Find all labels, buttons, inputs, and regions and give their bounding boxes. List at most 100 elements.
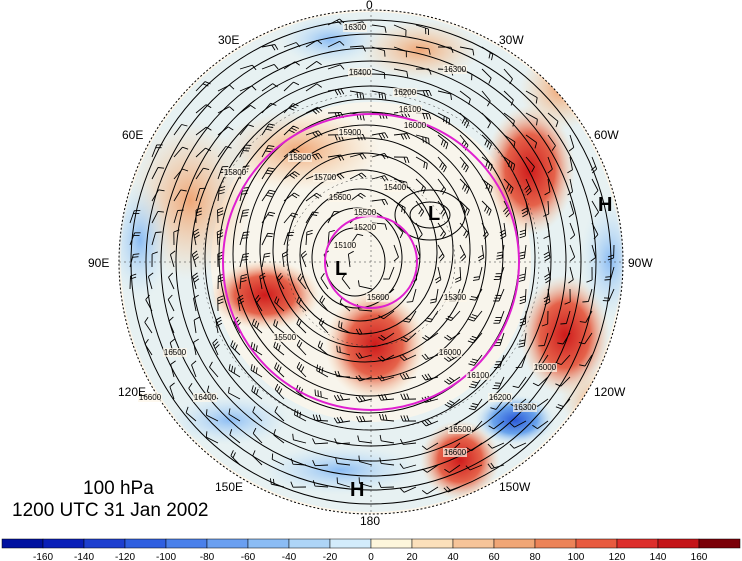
wind-barb [217, 146, 232, 158]
wind-barb [503, 68, 513, 85]
wind-barb [305, 152, 323, 161]
wind-barb [261, 123, 275, 136]
wind-barb [459, 112, 470, 129]
wind-barb [357, 280, 373, 290]
wind-barb [557, 332, 571, 345]
wind-barb [205, 409, 219, 422]
wind-barb [261, 211, 276, 224]
contour-label: 16000 [439, 348, 462, 357]
wind-barb [399, 463, 417, 469]
wind-barb [502, 200, 511, 218]
contour-label-bg [393, 88, 417, 97]
wind-barb [421, 486, 439, 495]
wind-barb [604, 266, 615, 281]
wind-barb [349, 90, 365, 100]
wind-barb [261, 83, 278, 92]
wind-barb [393, 46, 407, 58]
colorbar-box [657, 538, 700, 549]
wind-barb [459, 46, 475, 56]
wind-barb [481, 222, 489, 240]
low-center-2: L [428, 203, 440, 225]
wind-barb [469, 288, 483, 301]
wind-barb [283, 125, 299, 136]
wind-barb [393, 24, 407, 37]
wind-barb [336, 345, 351, 356]
lon-label-180: 180 [360, 514, 380, 528]
wind-barb [209, 361, 219, 378]
wind-barb [305, 130, 323, 138]
wind-barb [151, 251, 158, 268]
wind-barb [173, 168, 189, 180]
wind-barb [467, 310, 483, 322]
contour-label: 15200 [354, 223, 377, 232]
wind-barb [547, 156, 553, 174]
lon-label-150w: 150W [499, 480, 531, 494]
wind-barb [543, 244, 551, 262]
wind-barb [230, 340, 241, 356]
colorbar-box [288, 538, 331, 549]
wind-barb [607, 244, 615, 261]
wind-barb [355, 395, 373, 403]
wind-barb [327, 40, 345, 48]
wind-barb [239, 231, 250, 246]
wind-barb [459, 200, 470, 216]
wind-barb [305, 229, 313, 246]
wind-barb [237, 294, 245, 312]
wind-barb [481, 112, 491, 129]
contour-label: 15500 [274, 333, 297, 342]
contour-label: 16600 [444, 448, 467, 457]
wind-barb [230, 450, 241, 466]
wind-barb [283, 42, 301, 48]
wind-barb [393, 200, 406, 214]
colorbar-tick-label: 100 [568, 552, 585, 561]
wind-barb [496, 244, 505, 260]
wind-barb [233, 316, 241, 334]
wind-barb [349, 153, 367, 160]
wind-barb [532, 420, 549, 429]
wind-barb [477, 244, 485, 262]
contour-label: 15600 [329, 193, 352, 202]
lon-label-0: 0 [366, 0, 373, 12]
wind-barb [274, 383, 285, 400]
wind-barb [193, 294, 199, 312]
wind-barb [378, 310, 395, 320]
wind-barb [371, 132, 389, 140]
wind-barb [468, 354, 483, 366]
wind-barb [421, 442, 439, 450]
wind-barb [591, 178, 599, 196]
contour-label: 16300 [444, 65, 467, 74]
wind-barb [195, 147, 212, 158]
wind-barb [481, 46, 494, 61]
wind-barb [173, 229, 180, 246]
colorbar-tick-label: -140 [74, 552, 94, 561]
wind-barb [297, 273, 307, 290]
contour-label: 16100 [467, 371, 490, 380]
wind-barb [465, 464, 483, 471]
wind-barb [327, 18, 345, 26]
wind-barb [173, 189, 187, 202]
colorbar-box [698, 538, 741, 549]
wind-barb [399, 354, 417, 361]
wind-barb [459, 222, 469, 239]
contour-label: 15100 [334, 241, 357, 250]
wind-barb [459, 244, 467, 262]
wind-barb [415, 200, 425, 217]
wind-barb [191, 250, 200, 268]
wind-barb [217, 166, 229, 180]
colorbar-box [370, 538, 413, 549]
wind-barb [512, 376, 527, 389]
wind-barb [312, 460, 329, 467]
wind-barb [518, 332, 527, 348]
contour-label: 15800 [224, 168, 247, 177]
wind-barb [251, 318, 263, 334]
wind-barb [422, 464, 439, 473]
wind-barb [543, 288, 551, 306]
wind-barb [228, 408, 241, 422]
wind-barb [377, 394, 395, 401]
lon-label-60w: 60W [594, 128, 619, 142]
wind-barb [274, 296, 285, 312]
wind-barb [493, 310, 505, 324]
wind-barb [271, 453, 285, 466]
wind-barb [300, 250, 308, 268]
wind-barb [421, 418, 439, 427]
